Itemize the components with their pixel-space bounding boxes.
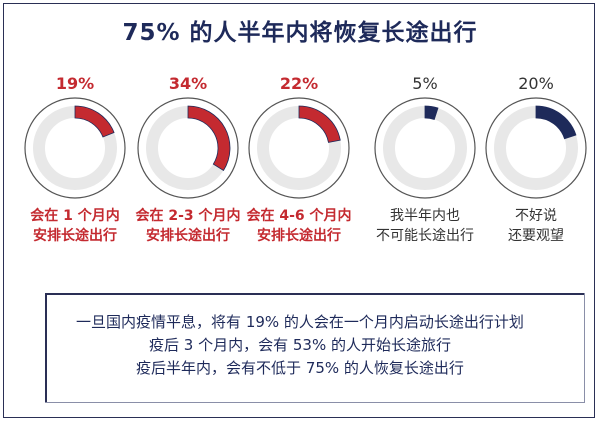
donut-outer-ring-3 xyxy=(248,97,350,199)
summary-line-3: 疫后半年内，会有不低于 75% 的人恢复长途出行 xyxy=(136,359,464,377)
donut-outer-ring-5 xyxy=(485,97,587,199)
donut-charts xyxy=(24,97,587,199)
donut-segment-3 xyxy=(299,106,341,143)
category-label-4-line-2: 不可能长途出行 xyxy=(376,228,474,244)
category-label-3-line-2: 安排长途出行 xyxy=(257,228,341,244)
category-label-1-line-2: 安排长途出行 xyxy=(33,228,117,244)
donut-segment-1 xyxy=(75,106,115,137)
category-label-4-line-1: 我半年内也 xyxy=(390,208,460,224)
category-label-5-line-1: 不好说 xyxy=(515,208,557,224)
donut-segment-5 xyxy=(536,106,576,139)
value-label-1: 19% xyxy=(55,74,95,93)
donut-outer-ring-2 xyxy=(137,97,239,199)
value-label-2: 34% xyxy=(168,74,208,93)
donut-track-4 xyxy=(383,106,467,190)
donut-outer-ring-1 xyxy=(24,97,126,199)
value-label-5: 20% xyxy=(518,74,554,93)
category-label-5: 不好说 还要观望 xyxy=(476,206,596,246)
donut-segment-2 xyxy=(188,106,230,171)
category-label-4: 我半年内也 不可能长途出行 xyxy=(365,206,485,246)
value-label-4: 5% xyxy=(412,74,438,93)
summary-text: 一旦国内疫情平息，将有 19% 的人会在一个月内启动长途出行计划 疫后 3 个月… xyxy=(0,311,600,380)
category-label-2-line-2: 安排长途出行 xyxy=(146,228,230,244)
donut-outer-ring-4 xyxy=(374,97,476,199)
summary-border-left xyxy=(45,293,47,403)
category-label-2-line-1: 会在 2-3 个月内 xyxy=(135,208,241,224)
category-label-2: 会在 2-3 个月内 安排长途出行 xyxy=(128,206,248,246)
summary-line-1: 一旦国内疫情平息，将有 19% 的人会在一个月内启动长途出行计划 xyxy=(76,313,524,331)
donut-segment-outline-4 xyxy=(424,105,439,120)
category-label-1: 会在 1 个月内 安排长途出行 xyxy=(15,206,135,246)
donut-segment-outline-1 xyxy=(74,105,115,138)
summary-border-right xyxy=(584,293,585,403)
donut-segment-4 xyxy=(425,106,438,120)
summary-box: 一旦国内疫情平息，将有 19% 的人会在一个月内启动长途出行计划 疫后 3 个月… xyxy=(45,293,585,403)
category-label-1-line-1: 会在 1 个月内 xyxy=(30,208,120,224)
chart-frame xyxy=(3,3,595,418)
category-label-3-line-1: 会在 4-6 个月内 xyxy=(246,208,352,224)
donut-segment-outline-2 xyxy=(187,105,231,172)
category-label-3: 会在 4-6 个月内 安排长途出行 xyxy=(239,206,359,246)
summary-line-2: 疫后 3 个月内，会有 53% 的人开始长途旅行 xyxy=(149,336,451,354)
category-label-5-line-2: 还要观望 xyxy=(508,228,564,244)
donut-segment-outline-5 xyxy=(535,105,577,140)
summary-border-top xyxy=(45,293,585,295)
summary-border-bottom xyxy=(45,402,585,403)
chart-title: 75% 的人半年内将恢复长途出行 xyxy=(122,20,478,46)
value-label-3: 22% xyxy=(279,74,319,93)
donut-segment-outline-3 xyxy=(298,105,341,143)
